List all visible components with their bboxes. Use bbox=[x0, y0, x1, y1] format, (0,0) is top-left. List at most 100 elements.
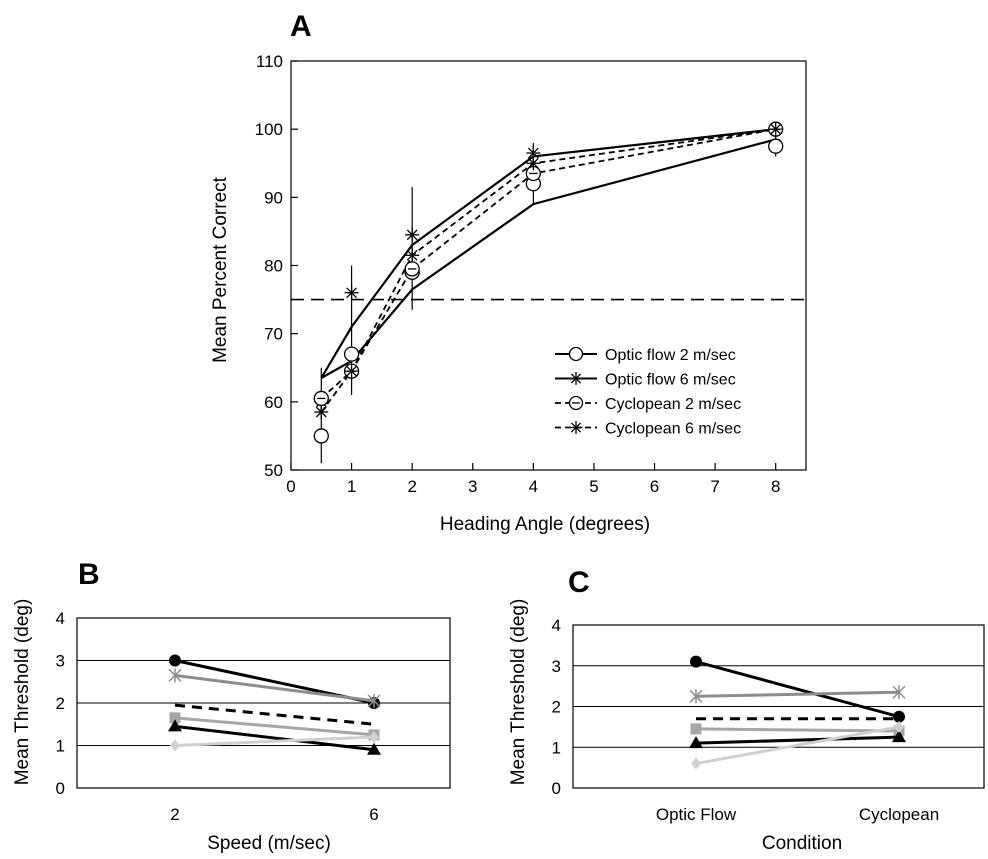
panel-c-marker-circle bbox=[690, 655, 702, 668]
panel-c-marker-triangle bbox=[892, 730, 906, 743]
panel-a-point bbox=[313, 428, 329, 444]
panel-a-xtick-label: 6 bbox=[650, 477, 659, 496]
panel-b-marker-square bbox=[169, 712, 181, 724]
panel-a-xtick-label: 8 bbox=[771, 477, 780, 496]
panel-c-series-line bbox=[695, 735, 900, 745]
panel-a-xtick-label: 4 bbox=[529, 477, 538, 496]
panel-a-ytick-label: 60 bbox=[264, 393, 283, 412]
panel-a-letter: A bbox=[290, 10, 312, 43]
panel-c-marker-diamond bbox=[894, 720, 904, 733]
panel-b-ytick-label: 1 bbox=[56, 737, 65, 756]
panel-a-series-line bbox=[320, 128, 776, 400]
panel-a-ytick-label: 80 bbox=[264, 257, 283, 276]
panel-a-xtick-label: 0 bbox=[286, 477, 295, 496]
panel-a-band-lower bbox=[320, 138, 776, 379]
panel-c-letter: C bbox=[568, 566, 590, 599]
panel-a-point-ring bbox=[768, 138, 784, 154]
panel-a-ytick-label: 50 bbox=[264, 461, 283, 480]
panel-a-point-spoke bbox=[527, 157, 539, 169]
panel-c-marker-cross bbox=[892, 685, 906, 700]
panel-b-ytick-label: 4 bbox=[56, 609, 65, 628]
panel-a-xtick-label: 5 bbox=[589, 477, 598, 496]
panel-a-ytick-label: 110 bbox=[256, 52, 283, 71]
panel-b-ytick-label: 2 bbox=[56, 694, 65, 713]
panel-b-xtick-label: 2 bbox=[170, 805, 179, 824]
panel-a-point-spoke bbox=[315, 406, 327, 418]
panel-c-series-line bbox=[695, 725, 900, 766]
panel-b-series-line bbox=[174, 724, 375, 752]
legend-label: Optic flow 2 m/sec bbox=[605, 347, 736, 364]
panel-a-point bbox=[404, 261, 420, 277]
legend-label: Optic flow 6 m/sec bbox=[605, 372, 736, 389]
panel-c-xtick-label: Cyclopean bbox=[859, 805, 939, 824]
panel-b-series-line bbox=[174, 716, 375, 737]
panel-b-ylabel: Mean Threshold (deg) bbox=[12, 599, 33, 786]
panel-b-xtick-label: 6 bbox=[369, 805, 378, 824]
panel-a-point bbox=[526, 146, 541, 161]
panel-a-point bbox=[343, 346, 360, 362]
legend-marker bbox=[569, 372, 583, 385]
panel-c-series-line bbox=[695, 660, 900, 719]
legend-marker-spoke bbox=[570, 422, 582, 433]
panel-b-letter: B bbox=[78, 558, 100, 591]
panel-a-point bbox=[314, 405, 329, 420]
legend-label: Cyclopean 2 m/sec bbox=[605, 396, 741, 413]
legend-marker bbox=[568, 395, 584, 411]
panel-a-plot: 0 1 2 3 4 5 6 7 8 50 60 70 80 90 100 110 Optic flow 2 m/… bbox=[255, 52, 807, 496]
panel-c-ytick-label: 3 bbox=[552, 657, 561, 676]
panel-c-ytick-label: 2 bbox=[552, 698, 561, 717]
panel-a-ylabel: Mean Percent Correct bbox=[210, 176, 231, 363]
panel-c-xtick-label: Optic Flow bbox=[656, 805, 737, 824]
panel-c-ylabel: Mean Threshold (deg) bbox=[508, 599, 529, 786]
panel-a-xtick-label: 3 bbox=[468, 477, 477, 496]
panel-c-plot: 0 1 2 3 4 Optic Flow Cyclopean bbox=[552, 616, 985, 824]
panel-b-series-line bbox=[174, 673, 375, 703]
panel-a-point-spoke bbox=[346, 287, 357, 299]
panel-c-marker-square bbox=[690, 723, 702, 735]
panel-b-plot: 0 1 2 3 4 2 6 bbox=[56, 609, 451, 824]
panel-c-marker-circle bbox=[893, 710, 905, 723]
panel-b-marker-triangle bbox=[168, 719, 182, 732]
panel-a-point-spoke bbox=[406, 249, 418, 261]
panel-a-band-upper bbox=[320, 128, 776, 379]
panel-a-point bbox=[405, 248, 420, 263]
panel-c-xlabel: Condition bbox=[762, 833, 842, 854]
panel-a-point bbox=[768, 138, 784, 154]
legend-marker bbox=[568, 346, 584, 362]
panel-c-ytick-label: 4 bbox=[552, 616, 561, 635]
panel-b-marker-diamond bbox=[170, 739, 180, 752]
panel-c-series-line bbox=[695, 690, 900, 698]
panel-c-marker-triangle bbox=[689, 736, 703, 749]
panel-b-marker-diamond bbox=[369, 731, 379, 743]
panel-c-marker-cross bbox=[689, 689, 703, 704]
panel-c-ytick-label: 0 bbox=[552, 779, 561, 798]
panel-b-marker-cross bbox=[168, 668, 182, 683]
panel-b-ytick-label: 0 bbox=[56, 779, 65, 798]
panel-c-series-line bbox=[695, 727, 900, 733]
panel-a-point bbox=[344, 285, 359, 300]
panel-b-ytick-label: 3 bbox=[56, 652, 65, 671]
panel-a-point-spoke bbox=[346, 365, 357, 377]
panel-a-point bbox=[768, 122, 783, 137]
panel-a-xlabel: Heading Angle (degrees) bbox=[440, 514, 650, 535]
panel-b-series-line bbox=[174, 735, 375, 747]
panel-a-ytick-label: 70 bbox=[264, 325, 283, 344]
panel-a-point-ring bbox=[343, 346, 360, 362]
legend-marker-spoke bbox=[570, 373, 582, 384]
legend-marker-ring bbox=[568, 346, 584, 362]
panel-a-point bbox=[526, 156, 541, 171]
legend-marker bbox=[569, 421, 583, 434]
panel-a-point bbox=[313, 390, 329, 407]
panel-a-point-ring bbox=[313, 428, 329, 444]
panel-c-ytick-label: 1 bbox=[552, 738, 561, 757]
panel-a-point-spoke bbox=[406, 229, 418, 241]
panel-a-xtick-label: 2 bbox=[407, 477, 416, 496]
panel-a-xtick-label: 1 bbox=[347, 477, 356, 496]
panel-a-series-line bbox=[320, 128, 776, 413]
panel-a-ytick-label: 90 bbox=[264, 188, 283, 207]
panel-a-xtick-label: 7 bbox=[710, 477, 719, 496]
panel-a-point-spoke bbox=[527, 147, 539, 159]
panel-b-marker-circle bbox=[169, 654, 181, 667]
panel-b-marker-cross bbox=[367, 693, 381, 708]
